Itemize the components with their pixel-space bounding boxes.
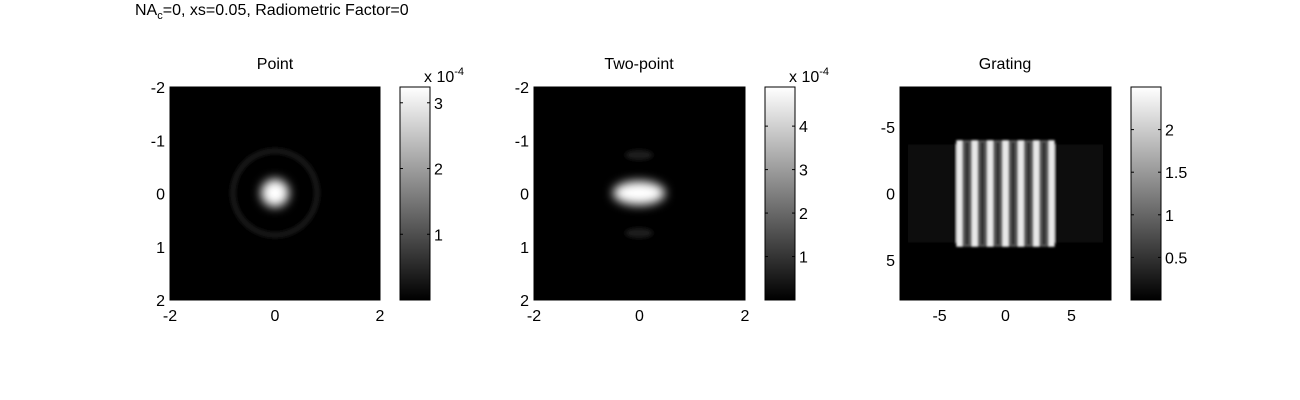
- x-tick-label: 0: [271, 308, 280, 325]
- y-tick-label: 5: [886, 253, 895, 270]
- grating-gap: [981, 142, 984, 245]
- x-tick-label: 2: [376, 308, 385, 325]
- grating-gap: [1027, 142, 1030, 245]
- y-tick-label: -1: [515, 133, 529, 150]
- y-tick-label: -5: [881, 120, 895, 137]
- colorbar-tick-label: 4: [799, 119, 808, 136]
- grating-line: [956, 140, 962, 247]
- panel-two-point-colorbar-gradient: [765, 87, 795, 300]
- y-tick-label: 2: [520, 293, 529, 310]
- colorbar-tick-label: 2: [1165, 123, 1174, 140]
- y-tick-label: 2: [156, 293, 165, 310]
- grating-line: [1003, 140, 1009, 247]
- grating-line: [987, 140, 993, 247]
- grating-line: [972, 140, 978, 247]
- colorbar-tick-label: 3: [434, 96, 443, 113]
- grating-gap: [1012, 142, 1015, 245]
- panel-two-point-title: Two-point: [604, 56, 674, 73]
- y-tick-label: 0: [156, 187, 165, 204]
- panel-two-point-lower-lobe: [625, 228, 653, 238]
- panel-two-point-spot: [613, 181, 665, 205]
- colorbar-tick-label: 2: [434, 162, 443, 179]
- y-tick-label: 1: [520, 240, 529, 257]
- x-tick-label: 0: [1001, 308, 1010, 325]
- y-tick-label: 0: [520, 187, 529, 204]
- panel-point-colorbar-multiplier: x 10-4: [424, 66, 464, 86]
- colorbar-tick-label: 1.5: [1165, 165, 1187, 182]
- panel-two-point-upper-lobe: [625, 150, 653, 160]
- panel-point-colorbar-gradient: [400, 87, 430, 300]
- x-tick-label: 5: [1067, 308, 1076, 325]
- y-tick-label: -2: [515, 80, 529, 97]
- y-tick-label: -1: [151, 133, 165, 150]
- panel-grating-colorbar: 0.5 1 1.5 2: [1131, 87, 1187, 300]
- colorbar-tick-label: 1: [799, 250, 808, 267]
- grating-gap: [996, 142, 999, 245]
- x-tick-label: 2: [741, 308, 750, 325]
- grating-line: [1018, 140, 1024, 247]
- panel-two-point-colorbar: x 10-4 1 2 3 4: [765, 66, 829, 300]
- grating-gap: [966, 142, 969, 245]
- panel-point-title: Point: [257, 56, 294, 73]
- colorbar-tick-label: 2: [799, 206, 808, 223]
- x-tick-label: -5: [932, 308, 946, 325]
- x-tick-label: 0: [635, 308, 644, 325]
- colorbar-tick-label: 3: [799, 163, 808, 180]
- y-tick-label: 0: [886, 187, 895, 204]
- colorbar-tick-label: 0.5: [1165, 250, 1187, 267]
- panel-grating-pattern: [908, 140, 1103, 247]
- panel-point-spot: [261, 179, 289, 207]
- panel-grating: Grating -5 0 5 -5 0 5 0.5 1 1.5 2: [881, 56, 1188, 325]
- panel-grating-colorbar-gradient: [1131, 87, 1161, 300]
- grating-line: [1049, 140, 1055, 247]
- y-tick-label: -2: [151, 80, 165, 97]
- grating-gap: [1042, 142, 1045, 245]
- panel-two-point-colorbar-multiplier: x 10-4: [789, 66, 829, 86]
- y-tick-label: 1: [156, 240, 165, 257]
- x-tick-label: -2: [527, 308, 541, 325]
- grating-line: [1033, 140, 1039, 247]
- colorbar-tick-label: 1: [434, 227, 443, 244]
- x-tick-label: -2: [163, 308, 177, 325]
- panel-point-colorbar: x 10-4 1 2 3: [400, 66, 464, 300]
- colorbar-tick-label: 1: [1165, 208, 1174, 225]
- panel-grating-title: Grating: [979, 56, 1031, 73]
